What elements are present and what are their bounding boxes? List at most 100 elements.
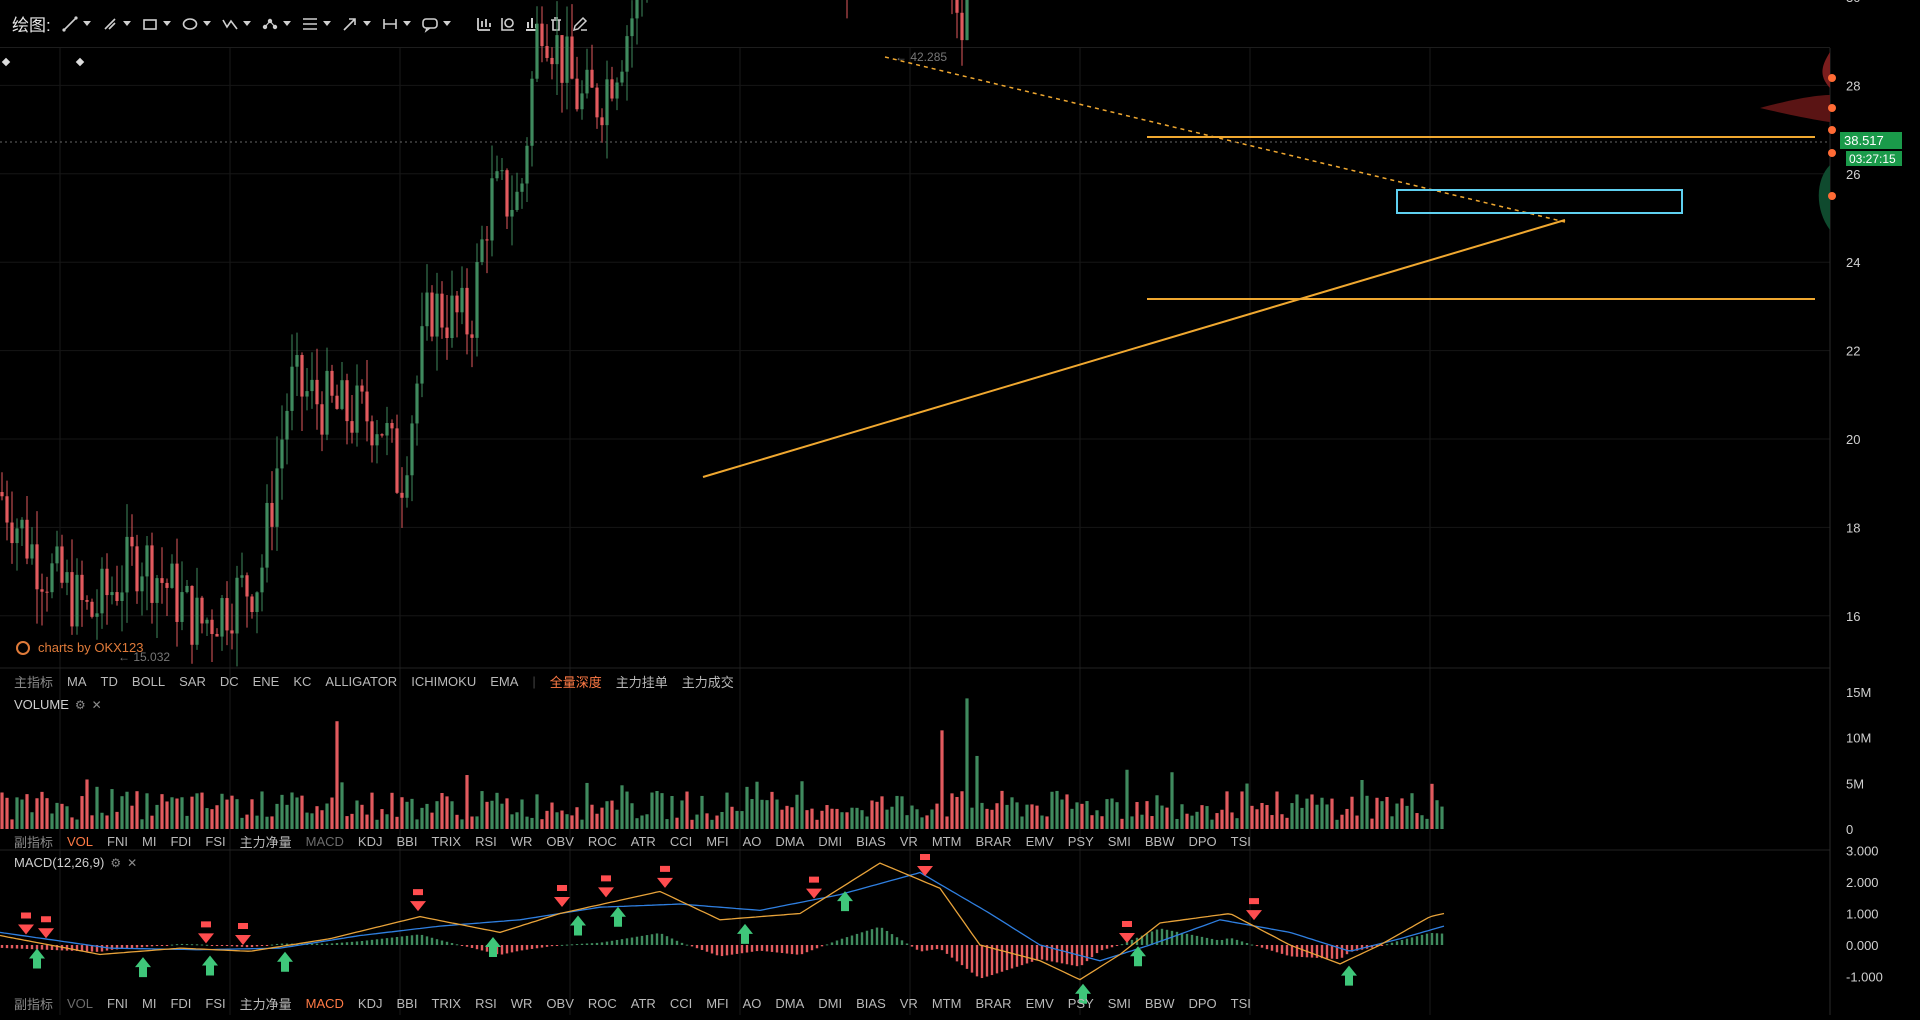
line-tool-button[interactable]: [61, 10, 95, 38]
indicator-dpo[interactable]: DPO: [1188, 995, 1217, 1011]
chevron-down-icon[interactable]: [402, 21, 411, 26]
indicator-fdi[interactable]: FDI: [170, 833, 192, 849]
indicator-cci[interactable]: CCI: [669, 833, 693, 849]
indicator-主力净量[interactable]: 主力净量: [239, 834, 292, 850]
indicator-mfi[interactable]: MFI: [706, 833, 729, 849]
close-icon[interactable]: ✕: [91, 697, 102, 712]
measure-tool-button[interactable]: [381, 10, 415, 38]
chevron-down-icon[interactable]: [82, 21, 91, 26]
indicator-bias[interactable]: BIAS: [856, 833, 886, 849]
chevron-down-icon[interactable]: [442, 21, 451, 26]
indicator-vol[interactable]: VOL: [67, 833, 94, 849]
indicator-vr[interactable]: VR: [899, 995, 918, 1011]
settings-icon[interactable]: ⚙: [74, 697, 86, 712]
close-icon[interactable]: ✕: [127, 855, 138, 870]
pie-tool-button[interactable]: [499, 10, 517, 38]
indicator-atr[interactable]: ATR: [630, 833, 656, 849]
indicator-主力净量[interactable]: 主力净量: [239, 996, 292, 1012]
indicator-mi[interactable]: MI: [141, 833, 157, 849]
indicator-obv[interactable]: OBV: [546, 995, 574, 1011]
indicator-dmi[interactable]: DMI: [818, 995, 843, 1011]
indicator-wr[interactable]: WR: [510, 995, 533, 1011]
indicator-mi[interactable]: MI: [141, 995, 157, 1011]
pencil-erase-tool-button[interactable]: [571, 10, 589, 38]
indicator-ichimoku[interactable]: ICHIMOKU: [411, 673, 477, 689]
ellipse-tool-button[interactable]: [181, 10, 215, 38]
indicator-ao[interactable]: AO: [742, 833, 762, 849]
indicator-td[interactable]: TD: [100, 673, 118, 689]
indicator-ene[interactable]: ENE: [252, 673, 280, 689]
indicator-mtm[interactable]: MTM: [931, 833, 962, 849]
indicator-trix[interactable]: TRIX: [431, 833, 462, 849]
bars-tool-button[interactable]: [475, 10, 493, 38]
indicator-brar[interactable]: BRAR: [975, 833, 1012, 849]
chevron-down-icon[interactable]: [122, 21, 131, 26]
chevron-down-icon[interactable]: [362, 21, 371, 26]
indicator-macd[interactable]: MACD: [305, 995, 344, 1011]
column-tool-button[interactable]: [523, 10, 541, 38]
chevron-down-icon[interactable]: [322, 21, 331, 26]
indicator-mfi[interactable]: MFI: [706, 995, 729, 1011]
wave-tool-button[interactable]: [221, 10, 255, 38]
indicator-vr[interactable]: VR: [899, 833, 918, 849]
indicator-obv[interactable]: OBV: [546, 833, 574, 849]
chevron-down-icon[interactable]: [162, 21, 171, 26]
indicator-roc[interactable]: ROC: [587, 833, 617, 849]
arrow-tool-button[interactable]: [341, 10, 375, 38]
indicator-kc[interactable]: KC: [293, 673, 312, 689]
indicator-fsi[interactable]: FSI: [205, 833, 226, 849]
chevron-down-icon[interactable]: [202, 21, 211, 26]
indicator-tsi[interactable]: TSI: [1230, 833, 1251, 849]
indicator-emv[interactable]: EMV: [1025, 833, 1054, 849]
settings-icon[interactable]: ⚙: [110, 855, 122, 870]
indicator-bbi[interactable]: BBI: [396, 833, 418, 849]
chevron-down-icon[interactable]: [242, 21, 251, 26]
indicator-smi[interactable]: SMI: [1107, 995, 1131, 1011]
indicator-kdj[interactable]: KDJ: [357, 995, 383, 1011]
indicator-roc[interactable]: ROC: [587, 995, 617, 1011]
indicator-sar[interactable]: SAR: [179, 673, 206, 689]
indicator-boll[interactable]: BOLL: [131, 673, 166, 689]
indicator-macd[interactable]: MACD: [305, 833, 344, 849]
indicator-alligator[interactable]: ALLIGATOR: [325, 673, 398, 689]
indicator-fdi[interactable]: FDI: [170, 995, 192, 1011]
fib-tool-button[interactable]: [301, 10, 335, 38]
indicator-smi[interactable]: SMI: [1107, 833, 1131, 849]
pen-tool-button[interactable]: [101, 10, 135, 38]
indicator-wr[interactable]: WR: [510, 833, 533, 849]
indicator-dmi[interactable]: DMI: [818, 833, 843, 849]
indicator-bbw[interactable]: BBW: [1144, 995, 1175, 1011]
depth-item-1[interactable]: 主力挂单: [615, 674, 668, 690]
depth-item-2[interactable]: 主力成交: [681, 674, 734, 690]
indicator-cci[interactable]: CCI: [669, 995, 693, 1011]
indicator-dma[interactable]: DMA: [775, 995, 805, 1011]
indicator-fsi[interactable]: FSI: [205, 995, 226, 1011]
indicator-rsi[interactable]: RSI: [475, 833, 497, 849]
indicator-kdj[interactable]: KDJ: [357, 833, 383, 849]
indicator-psy[interactable]: PSY: [1067, 995, 1094, 1011]
indicator-rsi[interactable]: RSI: [475, 995, 497, 1011]
indicator-bias[interactable]: BIAS: [856, 995, 886, 1011]
indicator-emv[interactable]: EMV: [1025, 995, 1054, 1011]
indicator-vol[interactable]: VOL: [67, 995, 94, 1011]
depth-item-0[interactable]: 全量深度: [549, 674, 602, 690]
indicator-trix[interactable]: TRIX: [431, 995, 462, 1011]
indicator-brar[interactable]: BRAR: [975, 995, 1012, 1011]
indicator-dma[interactable]: DMA: [775, 833, 805, 849]
indicator-ema[interactable]: EMA: [490, 673, 519, 689]
rect-tool-button[interactable]: [141, 10, 175, 38]
indicator-atr[interactable]: ATR: [630, 995, 656, 1011]
indicator-dpo[interactable]: DPO: [1188, 833, 1217, 849]
indicator-fni[interactable]: FNI: [107, 833, 128, 849]
comment-tool-button[interactable]: [421, 10, 455, 38]
indicator-ma[interactable]: MA: [67, 673, 87, 689]
indicator-tsi[interactable]: TSI: [1230, 995, 1251, 1011]
pattern-tool-button[interactable]: [261, 10, 295, 38]
indicator-mtm[interactable]: MTM: [931, 995, 962, 1011]
indicator-psy[interactable]: PSY: [1067, 833, 1094, 849]
indicator-bbw[interactable]: BBW: [1144, 833, 1175, 849]
indicator-bbi[interactable]: BBI: [396, 995, 418, 1011]
indicator-dc[interactable]: DC: [219, 673, 239, 689]
indicator-ao[interactable]: AO: [742, 995, 762, 1011]
